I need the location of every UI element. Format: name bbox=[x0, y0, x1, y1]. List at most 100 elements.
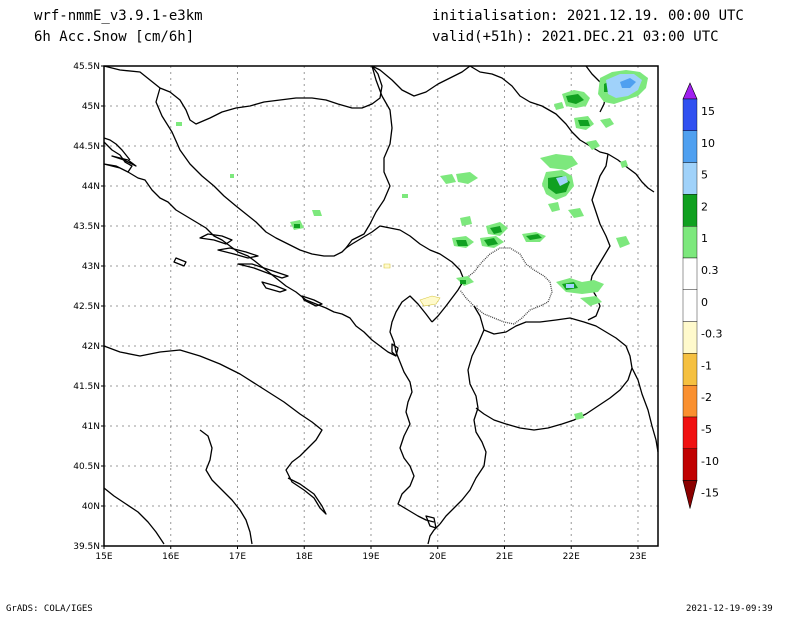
montenegro-border bbox=[345, 225, 465, 323]
lat-tick-label: 40N bbox=[82, 502, 100, 512]
snow-patch-c-13 bbox=[312, 210, 322, 216]
snow-patch-c-14 bbox=[574, 412, 584, 420]
colorbar-level-label: 10 bbox=[701, 137, 715, 150]
romania-bulgaria-border bbox=[607, 153, 655, 193]
greece-border bbox=[631, 367, 659, 453]
serbia-hungary-border bbox=[371, 65, 471, 97]
valid-time: valid(+51h): 2021.DEC.21 03:00 UTC bbox=[432, 29, 719, 45]
albania-border bbox=[389, 295, 435, 523]
snow-patch-ne-5 bbox=[554, 102, 564, 110]
snow-patch-c-17 bbox=[402, 194, 408, 198]
lon-tick-label: 15E bbox=[95, 552, 112, 562]
colorbar: 15 10 5 2 1 0.3 0 -0.3 -1 -2 -5 -10 -15 bbox=[682, 82, 722, 509]
snow-heavy-c bbox=[566, 284, 574, 288]
colorbar-segment bbox=[682, 130, 698, 163]
island-1 bbox=[199, 233, 233, 245]
serbia-bulgaria-border bbox=[587, 153, 611, 321]
colorbar-level-label: -0.3 bbox=[701, 328, 722, 341]
colorbar-segment bbox=[682, 194, 698, 227]
lat-tick-label: 41N bbox=[82, 422, 100, 432]
colorbar-level-label: -5 bbox=[701, 423, 712, 436]
italy-heel bbox=[103, 487, 165, 545]
island-6 bbox=[301, 295, 323, 307]
greece-coast bbox=[427, 523, 441, 545]
colorbar-segment bbox=[682, 225, 698, 259]
island-5 bbox=[261, 281, 287, 293]
colorbar-segment bbox=[682, 162, 698, 195]
snow-core-c-2 bbox=[456, 240, 468, 246]
island-7 bbox=[103, 163, 129, 173]
colorbar-segment bbox=[682, 289, 698, 322]
snow-core-c-6 bbox=[294, 224, 300, 228]
snow-core-c-1 bbox=[490, 226, 502, 234]
longitude-labels: 15E 16E 17E 18E 19E 20E 21E 22E 23E bbox=[95, 546, 647, 562]
snow-patch-c-7 bbox=[460, 216, 472, 226]
snow-core-c-3 bbox=[484, 238, 498, 246]
colorbar-segment bbox=[682, 257, 698, 290]
colorbar-segment bbox=[682, 353, 698, 386]
field-title: 6h Acc.Snow [cm/6h] bbox=[34, 29, 195, 45]
lon-tick-label: 16E bbox=[162, 552, 179, 562]
model-title: wrf-nmmE_v3.9.1-e3km bbox=[34, 8, 203, 24]
colorbar-level-label: 0.3 bbox=[701, 264, 719, 277]
snow-core-c-4 bbox=[526, 234, 542, 240]
colorbar-level-label: 15 bbox=[701, 105, 715, 118]
lake-ohrid bbox=[425, 515, 437, 529]
colorbar-level-label: 1 bbox=[701, 232, 708, 245]
snow-veryheavy-ne bbox=[620, 78, 636, 88]
croatia-coast bbox=[103, 141, 397, 357]
snow-patch-c-16 bbox=[620, 160, 628, 168]
lat-tick-label: 40.5N bbox=[73, 462, 100, 472]
snow-patch-c-1 bbox=[440, 174, 456, 184]
colorbar-top-arrow bbox=[682, 82, 698, 100]
snow-core-c-7 bbox=[460, 280, 466, 284]
bosnia-east-border bbox=[345, 65, 393, 249]
lat-tick-label: 42N bbox=[82, 342, 100, 352]
lat-tick-label: 44.5N bbox=[73, 142, 100, 152]
kosovo-border bbox=[459, 247, 553, 325]
croatia-hungary-border bbox=[103, 65, 161, 89]
lon-tick-label: 19E bbox=[362, 552, 379, 562]
bosnia-north-border bbox=[159, 65, 383, 125]
snow-core-ne-2 bbox=[578, 120, 590, 126]
island-3 bbox=[237, 263, 289, 279]
lon-tick-label: 17E bbox=[229, 552, 246, 562]
colorbar-level-label: 5 bbox=[701, 169, 708, 182]
lat-tick-label: 42.5N bbox=[73, 302, 100, 312]
snow-patch-e-1 bbox=[540, 154, 578, 170]
negative-patch-1 bbox=[419, 295, 441, 307]
island-8 bbox=[111, 155, 137, 167]
lat-tick-label: 43.5N bbox=[73, 222, 100, 232]
island-2 bbox=[217, 247, 259, 259]
italy-coast bbox=[103, 345, 327, 515]
lon-tick-label: 22E bbox=[563, 552, 580, 562]
footer-credit: GrADS: COLA/IGES bbox=[6, 604, 93, 614]
lat-tick-label: 43N bbox=[82, 262, 100, 272]
snow-patch-c-2 bbox=[456, 172, 478, 184]
colorbar-segment bbox=[682, 416, 698, 449]
colorbar-level-label: -2 bbox=[701, 391, 712, 404]
grid-lines bbox=[104, 66, 658, 546]
colorbar-level-label: -15 bbox=[701, 487, 719, 500]
serbia-romania-border bbox=[469, 65, 609, 155]
snow-patch-c-10 bbox=[616, 236, 630, 248]
colorbar-level-label: 0 bbox=[701, 296, 708, 309]
latitude-labels: 45.5N 45N 44.5N 44N 43.5N 43N 42.5N 42N 41.5N 41N… bbox=[73, 62, 104, 552]
snow-heavy-e bbox=[556, 176, 568, 186]
lon-tick-label: 20E bbox=[429, 552, 446, 562]
lake-shkodra bbox=[391, 343, 399, 357]
footer-timestamp: 2021-12-19-09:39 bbox=[686, 604, 773, 614]
colorbar-level-label: 2 bbox=[701, 200, 708, 213]
lon-tick-label: 23E bbox=[629, 552, 646, 562]
island-4 bbox=[173, 257, 187, 267]
snow-field bbox=[176, 70, 648, 420]
snow-patch-e-3 bbox=[548, 202, 560, 212]
colorbar-segment bbox=[682, 321, 698, 354]
colorbar-segment bbox=[682, 448, 698, 481]
init-time: initialisation: 2021.12.19. 00:00 UTC bbox=[432, 8, 744, 24]
snow-patch-c-18 bbox=[230, 174, 234, 178]
coastlines-and-borders bbox=[103, 65, 659, 545]
italy-coast-2 bbox=[199, 429, 253, 545]
macedonia-border bbox=[475, 317, 633, 431]
colorbar-segment bbox=[682, 98, 698, 131]
